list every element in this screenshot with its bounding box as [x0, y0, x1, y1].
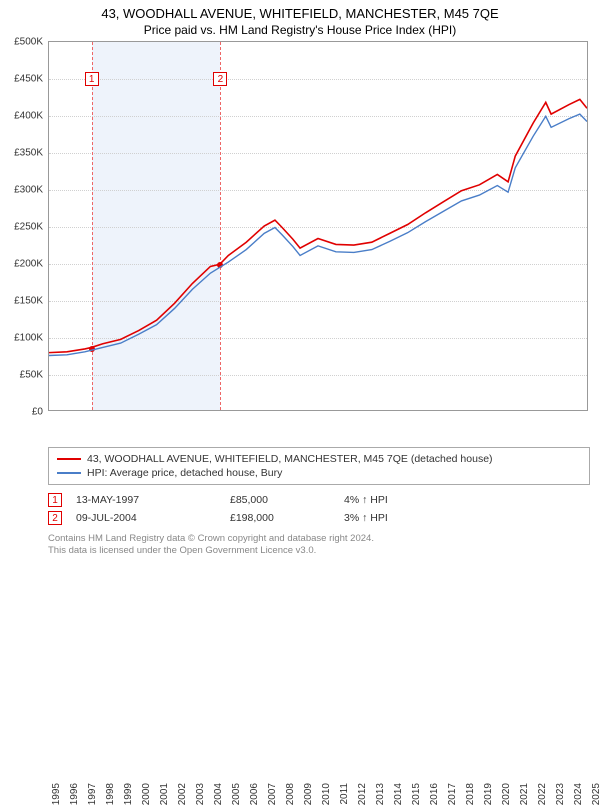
y-tick-label: £250K	[14, 222, 43, 233]
event-marker: 1	[48, 493, 62, 507]
x-tick-label: 2008	[285, 783, 296, 805]
y-tick-label: £100K	[14, 333, 43, 344]
x-tick-label: 2007	[267, 783, 278, 805]
x-tick-label: 2010	[321, 783, 332, 805]
y-tick-label: £450K	[14, 74, 43, 85]
x-tick-label: 2000	[141, 783, 152, 805]
series-line-1	[49, 114, 587, 355]
event-price: £85,000	[230, 494, 330, 506]
page-subtitle: Price paid vs. HM Land Registry's House …	[0, 21, 600, 41]
x-tick-label: 2019	[483, 783, 494, 805]
y-tick-label: £350K	[14, 148, 43, 159]
legend-label: HPI: Average price, detached house, Bury	[87, 467, 282, 479]
x-tick-label: 2022	[537, 783, 548, 805]
footer: Contains HM Land Registry data © Crown c…	[48, 533, 590, 557]
x-tick-label: 1999	[123, 783, 134, 805]
x-tick-label: 2003	[195, 783, 206, 805]
x-tick-label: 2020	[501, 783, 512, 805]
event-date: 13-MAY-1997	[76, 494, 216, 506]
x-tick-label: 2023	[555, 783, 566, 805]
x-tick-label: 2011	[339, 783, 350, 805]
x-tick-label: 2001	[159, 783, 170, 805]
x-tick-label: 2016	[429, 783, 440, 805]
legend: 43, WOODHALL AVENUE, WHITEFIELD, MANCHES…	[48, 447, 590, 485]
event-marker: 2	[48, 511, 62, 525]
price-chart: £0£50K£100K£150K£200K£250K£300K£350K£400…	[48, 41, 588, 411]
x-tick-label: 2009	[303, 783, 314, 805]
x-tick-label: 2025	[591, 783, 600, 805]
legend-swatch	[57, 472, 81, 474]
page-title: 43, WOODHALL AVENUE, WHITEFIELD, MANCHES…	[0, 0, 600, 21]
footer-line: This data is licensed under the Open Gov…	[48, 545, 590, 557]
x-axis: 1995199619971998199920002001200220032004…	[48, 411, 588, 445]
x-tick-label: 2017	[447, 783, 458, 805]
series-line-0	[49, 99, 587, 352]
x-tick-label: 1998	[105, 783, 116, 805]
x-tick-label: 2006	[249, 783, 260, 805]
y-tick-label: £0	[32, 407, 43, 418]
x-tick-label: 2014	[393, 783, 404, 805]
y-tick-label: £200K	[14, 259, 43, 270]
event-note: 3% ↑ HPI	[344, 512, 388, 524]
x-tick-label: 2002	[177, 783, 188, 805]
x-tick-label: 2012	[357, 783, 368, 805]
legend-item: HPI: Average price, detached house, Bury	[57, 466, 581, 480]
y-tick-label: £150K	[14, 296, 43, 307]
y-tick-label: £500K	[14, 37, 43, 48]
y-tick-label: £400K	[14, 111, 43, 122]
event-row: 2 09-JUL-2004 £198,000 3% ↑ HPI	[48, 509, 590, 527]
x-tick-label: 2005	[231, 783, 242, 805]
events-table: 1 13-MAY-1997 £85,000 4% ↑ HPI 2 09-JUL-…	[48, 491, 590, 527]
event-row: 1 13-MAY-1997 £85,000 4% ↑ HPI	[48, 491, 590, 509]
event-price: £198,000	[230, 512, 330, 524]
event-date: 09-JUL-2004	[76, 512, 216, 524]
x-tick-label: 1996	[69, 783, 80, 805]
y-tick-label: £50K	[20, 370, 43, 381]
y-tick-label: £300K	[14, 185, 43, 196]
x-tick-label: 1997	[87, 783, 98, 805]
x-tick-label: 2021	[519, 783, 530, 805]
footer-line: Contains HM Land Registry data © Crown c…	[48, 533, 590, 545]
x-tick-label: 2004	[213, 783, 224, 805]
x-tick-label: 1995	[51, 783, 62, 805]
x-tick-label: 2018	[465, 783, 476, 805]
legend-label: 43, WOODHALL AVENUE, WHITEFIELD, MANCHES…	[87, 453, 493, 465]
x-tick-label: 2013	[375, 783, 386, 805]
x-tick-label: 2015	[411, 783, 422, 805]
event-note: 4% ↑ HPI	[344, 494, 388, 506]
x-tick-label: 2024	[573, 783, 584, 805]
legend-item: 43, WOODHALL AVENUE, WHITEFIELD, MANCHES…	[57, 452, 581, 466]
legend-swatch	[57, 458, 81, 460]
